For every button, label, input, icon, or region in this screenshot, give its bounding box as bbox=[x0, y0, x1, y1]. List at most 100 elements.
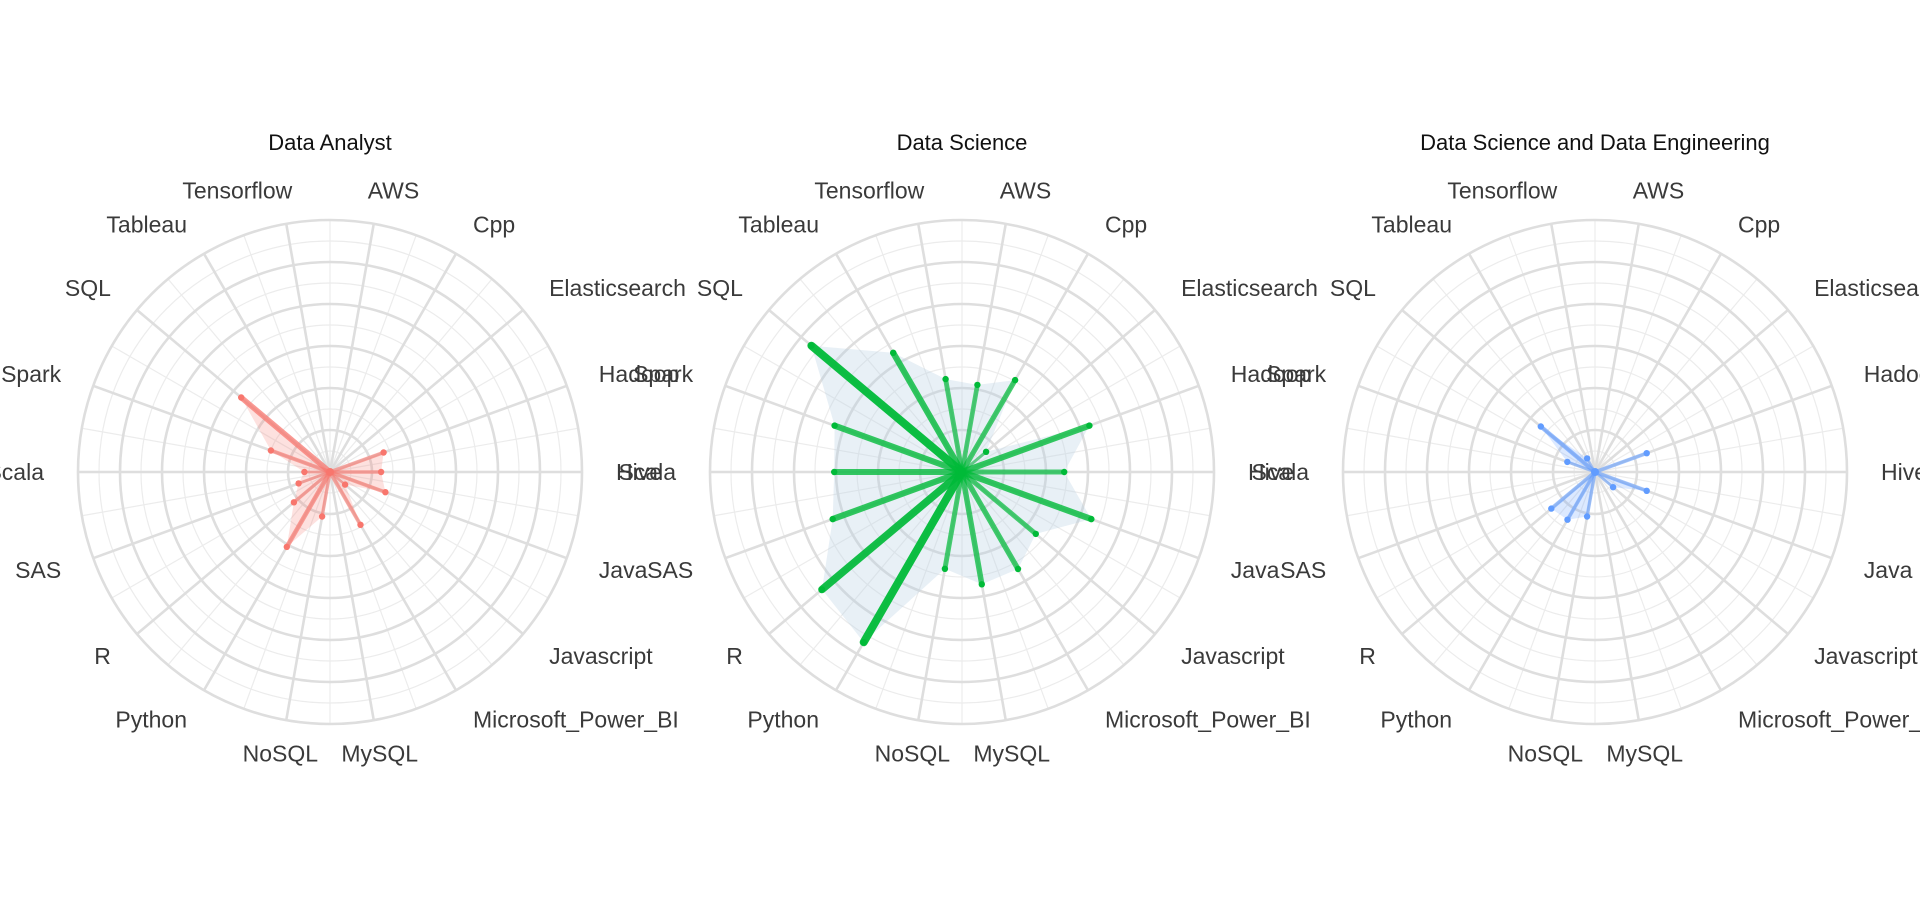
point-tensorflow bbox=[942, 375, 949, 383]
point-hive bbox=[1061, 468, 1068, 476]
category-label-python: Python bbox=[115, 707, 187, 733]
point-r bbox=[818, 586, 826, 593]
bar-aws bbox=[959, 382, 980, 475]
spoke-javascript bbox=[1594, 471, 1789, 635]
category-label-microsoft-power-bi: Microsoft_Power_BI bbox=[1738, 707, 1920, 733]
category-label-microsoft-power-bi: Microsoft_Power_BI bbox=[473, 707, 679, 733]
spoke-aws bbox=[328, 223, 376, 473]
spoke-mysql bbox=[328, 471, 376, 721]
point-spark bbox=[831, 422, 838, 429]
bar-r bbox=[818, 468, 966, 594]
category-label-spark: Spark bbox=[1266, 361, 1327, 387]
category-label-spark: Spark bbox=[633, 361, 694, 387]
bar-nosql bbox=[942, 469, 965, 572]
category-label-mysql: MySQL bbox=[341, 741, 418, 767]
series-marks bbox=[238, 394, 389, 551]
point-tableau bbox=[890, 349, 897, 356]
spoke-tensorflow bbox=[284, 223, 332, 473]
point-elasticsearch bbox=[982, 448, 990, 455]
category-label-scala: Scala bbox=[0, 459, 44, 485]
point-scala bbox=[301, 468, 308, 476]
category-label-cpp: Cpp bbox=[473, 211, 515, 237]
category-label-aws: AWS bbox=[1633, 177, 1685, 203]
category-labels: AWS Cpp Elasticsearch Hadoop Hive Java Javascr… bbox=[618, 177, 1317, 766]
spoke-spark bbox=[1357, 384, 1596, 474]
category-label-hive: Hive bbox=[616, 459, 662, 485]
category-label-nosql: NoSQL bbox=[1508, 741, 1584, 767]
center-point bbox=[326, 468, 334, 476]
point-hive bbox=[377, 468, 385, 476]
spoke-tensorflow bbox=[1549, 223, 1597, 473]
category-label-javascript: Javascript bbox=[1814, 643, 1918, 669]
panel-data-science-and-data-engineering: Data Science and Data Engineering AWS Cpp… bbox=[1251, 130, 1920, 767]
category-label-javascript: Javascript bbox=[1181, 643, 1285, 669]
center-point bbox=[1591, 468, 1599, 476]
bar-sas bbox=[297, 470, 332, 485]
category-label-hadoop: Hadoop bbox=[599, 361, 680, 387]
point-mysql bbox=[978, 581, 985, 588]
category-label-java: Java bbox=[1231, 557, 1280, 583]
category-label-tensorflow: Tensorflow bbox=[814, 177, 924, 203]
bar-nosql bbox=[1585, 470, 1597, 519]
category-label-r: R bbox=[94, 643, 111, 669]
category-label-javascript: Javascript bbox=[549, 643, 653, 669]
category-label-r: R bbox=[1359, 643, 1376, 669]
category-labels: AWS Cpp Elasticsearch Hadoop Hive Java Javascr… bbox=[0, 177, 686, 766]
point-microsoft-power-bi bbox=[1014, 565, 1022, 573]
bar-nosql bbox=[320, 470, 332, 519]
category-labels: AWS Cpp Elasticsearch Hadoop Hive Java Javascr… bbox=[1251, 177, 1920, 766]
bar-tableau bbox=[890, 349, 966, 476]
bar-hadoop bbox=[958, 422, 1093, 476]
point-r bbox=[1548, 505, 1555, 512]
category-label-nosql: NoSQL bbox=[243, 741, 319, 767]
category-label-hadoop: Hadoop bbox=[1231, 361, 1312, 387]
category-label-nosql: NoSQL bbox=[875, 741, 951, 767]
point-sql bbox=[238, 394, 245, 401]
grid bbox=[76, 218, 584, 726]
point-python bbox=[283, 543, 290, 551]
category-label-r: R bbox=[726, 643, 743, 669]
category-label-tableau: Tableau bbox=[738, 211, 819, 237]
spoke-tableau bbox=[1467, 253, 1597, 473]
point-spark bbox=[1564, 458, 1571, 466]
point-hadoop bbox=[380, 449, 387, 456]
category-label-sas: SAS bbox=[1280, 557, 1326, 583]
category-label-sas: SAS bbox=[15, 557, 61, 583]
point-java bbox=[1643, 487, 1650, 494]
point-sas bbox=[829, 515, 836, 523]
spoke-javascript bbox=[329, 471, 524, 635]
point-python bbox=[860, 639, 867, 646]
panel-title: Data Analyst bbox=[268, 130, 392, 155]
spoke-cpp bbox=[328, 253, 458, 473]
point-javascript bbox=[1609, 484, 1617, 491]
bar-hadoop bbox=[1593, 451, 1649, 474]
point-java bbox=[1088, 515, 1095, 523]
bar-sas bbox=[829, 468, 966, 523]
point-sas bbox=[295, 480, 302, 487]
bar-microsoft-power-bi bbox=[328, 470, 363, 527]
category-label-sql: SQL bbox=[697, 275, 743, 301]
point-cpp bbox=[1011, 376, 1019, 384]
bar-python bbox=[1565, 470, 1597, 522]
category-label-microsoft-power-bi: Microsoft_Power_BI bbox=[1105, 707, 1311, 733]
point-scala bbox=[831, 468, 838, 476]
category-label-elasticsearch: Elasticsearch bbox=[1181, 275, 1318, 301]
point-hadoop bbox=[1086, 422, 1093, 429]
point-javascript bbox=[341, 481, 349, 488]
point-java bbox=[382, 489, 389, 496]
category-label-tableau: Tableau bbox=[106, 211, 187, 237]
category-label-sql: SQL bbox=[1330, 275, 1376, 301]
panel-title: Data Science and Data Engineering bbox=[1420, 130, 1770, 155]
bar-r bbox=[1549, 470, 1597, 511]
series-marks bbox=[1537, 423, 1650, 523]
category-label-cpp: Cpp bbox=[1738, 211, 1780, 237]
bar-spark bbox=[268, 448, 332, 474]
spoke-microsoft-power-bi bbox=[1593, 471, 1723, 691]
bar-spark bbox=[831, 422, 966, 476]
category-label-mysql: MySQL bbox=[973, 741, 1050, 767]
category-label-tensorflow: Tensorflow bbox=[1447, 177, 1557, 203]
category-label-sql: SQL bbox=[65, 275, 111, 301]
point-hadoop bbox=[1643, 450, 1650, 457]
panel-data-science: Data Science AWS Cpp Elasticsearch Hadoop Hi… bbox=[618, 130, 1317, 767]
